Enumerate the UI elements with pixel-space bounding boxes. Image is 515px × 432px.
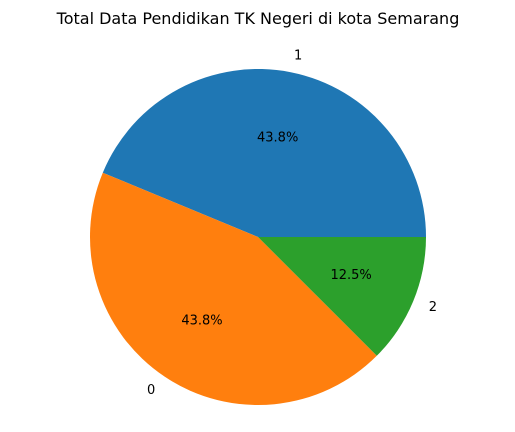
pie-slices	[89, 68, 427, 406]
pie-slice-0	[89, 172, 377, 406]
pie-percent-label-2: 12.5%	[330, 268, 371, 283]
pie-labels: 43.8% 1 43.8% 0 12.5% 2	[147, 48, 437, 398]
pie-percent-label-1: 43.8%	[257, 131, 298, 146]
pie-percent-label-0: 43.8%	[181, 313, 222, 328]
pie-slice-label-1: 1	[294, 48, 302, 63]
chart-title: Total Data Pendidikan TK Negeri di kota …	[56, 9, 460, 28]
pie-slice-1	[102, 68, 426, 237]
pie-slice-label-0: 0	[147, 383, 155, 398]
pie-slice-label-2: 2	[429, 300, 437, 315]
pie-slice-2	[258, 237, 427, 356]
